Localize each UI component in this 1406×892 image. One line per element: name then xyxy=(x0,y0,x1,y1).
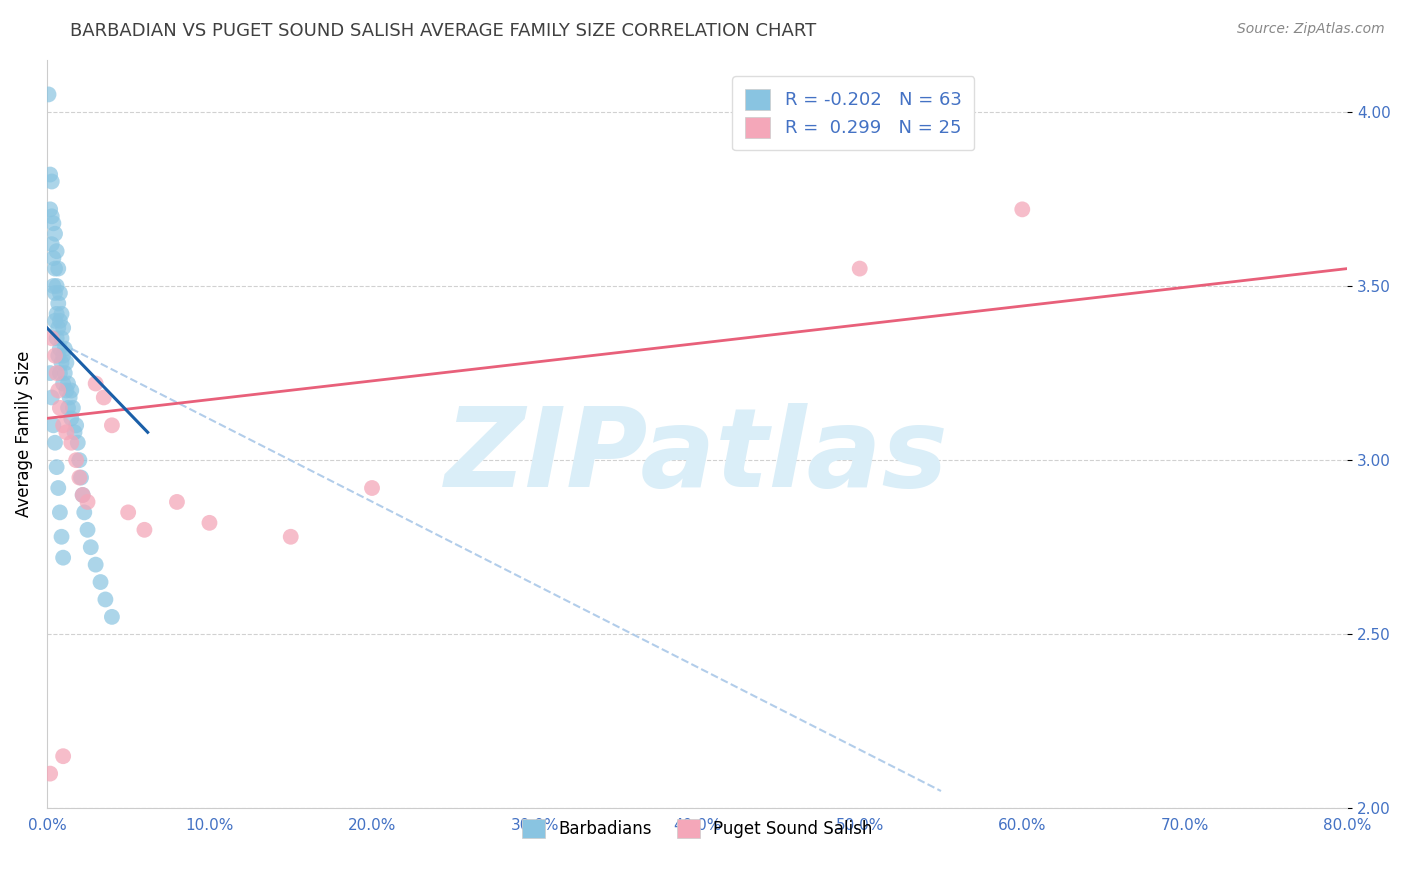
Point xyxy=(41,391,63,405)
Point xyxy=(52,320,75,334)
Point xyxy=(49,401,72,415)
Point xyxy=(44,435,66,450)
Point xyxy=(42,279,65,293)
Point xyxy=(51,307,73,321)
Point xyxy=(198,516,221,530)
Legend: Barbadians, Puget Sound Salish: Barbadians, Puget Sound Salish xyxy=(515,813,879,845)
Point xyxy=(62,401,84,415)
Point xyxy=(44,261,66,276)
Point xyxy=(60,411,83,425)
Point xyxy=(51,356,73,370)
Point xyxy=(90,575,112,590)
Point xyxy=(84,558,107,572)
Point xyxy=(45,244,67,259)
Point xyxy=(72,488,94,502)
Point xyxy=(46,320,69,334)
Point xyxy=(1011,202,1033,217)
Point xyxy=(49,342,72,356)
Point xyxy=(45,366,67,380)
Point xyxy=(84,376,107,391)
Point xyxy=(55,356,77,370)
Point xyxy=(72,488,94,502)
Text: Source: ZipAtlas.com: Source: ZipAtlas.com xyxy=(1237,22,1385,37)
Point xyxy=(56,401,79,415)
Point xyxy=(46,349,69,363)
Point xyxy=(39,202,62,217)
Point xyxy=(67,470,90,484)
Point xyxy=(59,391,82,405)
Point xyxy=(46,481,69,495)
Point xyxy=(53,366,76,380)
Point xyxy=(134,523,156,537)
Point xyxy=(44,314,66,328)
Text: ZIPatlas: ZIPatlas xyxy=(446,403,949,510)
Point xyxy=(76,495,98,509)
Point xyxy=(76,523,98,537)
Point xyxy=(166,495,188,509)
Point xyxy=(41,174,63,188)
Point xyxy=(38,87,60,102)
Point xyxy=(361,481,384,495)
Point xyxy=(65,453,87,467)
Y-axis label: Average Family Size: Average Family Size xyxy=(15,351,32,517)
Point xyxy=(70,470,93,484)
Point xyxy=(46,384,69,398)
Point xyxy=(46,296,69,310)
Point xyxy=(44,285,66,300)
Point xyxy=(49,505,72,519)
Point xyxy=(44,349,66,363)
Point xyxy=(45,279,67,293)
Point xyxy=(80,540,103,554)
Point xyxy=(848,261,870,276)
Point xyxy=(53,342,76,356)
Point xyxy=(73,505,96,519)
Point xyxy=(67,453,90,467)
Point xyxy=(42,216,65,230)
Point xyxy=(41,331,63,345)
Point xyxy=(51,530,73,544)
Point xyxy=(93,391,115,405)
Point xyxy=(101,418,124,433)
Point xyxy=(63,425,86,440)
Point xyxy=(51,331,73,345)
Text: BARBADIAN VS PUGET SOUND SALISH AVERAGE FAMILY SIZE CORRELATION CHART: BARBADIAN VS PUGET SOUND SALISH AVERAGE … xyxy=(70,22,817,40)
Point xyxy=(41,237,63,252)
Point xyxy=(52,376,75,391)
Point xyxy=(39,766,62,780)
Point xyxy=(45,307,67,321)
Point xyxy=(49,366,72,380)
Point xyxy=(49,314,72,328)
Point xyxy=(280,530,302,544)
Point xyxy=(56,376,79,391)
Point xyxy=(52,349,75,363)
Point xyxy=(39,168,62,182)
Point xyxy=(65,418,87,433)
Point xyxy=(42,418,65,433)
Point xyxy=(42,251,65,265)
Point xyxy=(39,366,62,380)
Point xyxy=(60,435,83,450)
Point xyxy=(55,384,77,398)
Point xyxy=(94,592,117,607)
Point xyxy=(45,331,67,345)
Point xyxy=(60,384,83,398)
Point xyxy=(66,435,89,450)
Point xyxy=(49,285,72,300)
Point xyxy=(46,261,69,276)
Point xyxy=(52,749,75,764)
Point xyxy=(55,425,77,440)
Point xyxy=(41,210,63,224)
Point xyxy=(44,227,66,241)
Point xyxy=(45,460,67,475)
Point xyxy=(52,418,75,433)
Point xyxy=(101,610,124,624)
Point xyxy=(117,505,139,519)
Point xyxy=(52,550,75,565)
